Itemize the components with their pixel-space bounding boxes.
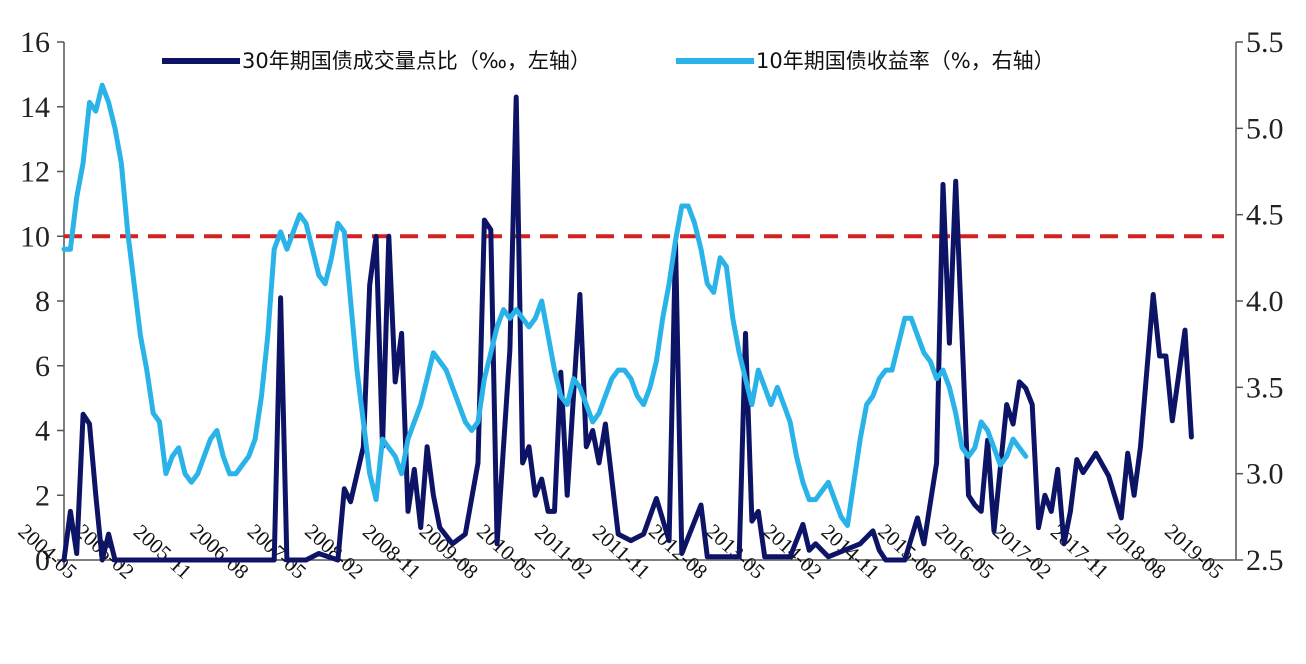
legend-label-volume-ratio: 30年期国债成交量点比（‰，左轴） xyxy=(242,49,591,73)
y-left-tick-label: 0 xyxy=(35,544,50,577)
legend-label-yield: 10年期国债收益率（%，右轴） xyxy=(756,49,1055,73)
x-tick-label: 2019-05 xyxy=(1160,519,1228,584)
y-left-tick-label: 4 xyxy=(35,415,50,448)
y-left-tick-label: 8 xyxy=(35,285,50,318)
y-left-tick-label: 6 xyxy=(35,350,50,383)
y-right-tick-label: 2.5 xyxy=(1246,544,1284,577)
x-tick-label: 2018-08 xyxy=(1103,519,1171,584)
x-tick-label: 2008-02 xyxy=(300,519,368,584)
x-ticks: 2004-052005-022005-112006-082007-052008-… xyxy=(14,519,1229,584)
x-tick-label: 2016-05 xyxy=(931,519,999,584)
x-tick-label: 2011-02 xyxy=(530,520,597,584)
y-left-tick-label: 16 xyxy=(20,26,50,59)
y-right-tick-label: 4.5 xyxy=(1246,199,1284,232)
series-line-yield xyxy=(61,82,1029,528)
y-right-tick-label: 3.5 xyxy=(1246,371,1284,404)
y-right-tick-label: 5.0 xyxy=(1246,112,1284,145)
y-right-tick-label: 5.5 xyxy=(1246,26,1284,59)
x-tick-label: 2005-11 xyxy=(129,520,196,584)
y-right-ticks: 2.5 3.0 3.5 4.0 4.5 5.0 5.5 xyxy=(1236,26,1284,577)
x-tick-label: 2009-08 xyxy=(415,519,483,584)
y-right-tick-label: 3.0 xyxy=(1246,458,1284,491)
y-right-tick-label: 4.0 xyxy=(1246,285,1284,318)
x-tick-label: 2006-08 xyxy=(186,519,254,584)
legend: 30年期国债成交量点比（‰，左轴） 10年期国债收益率（%，右轴） xyxy=(162,49,1055,73)
y-left-ticks: 0 2 4 6 8 10 12 14 16 xyxy=(20,26,64,577)
y-left-tick-label: 10 xyxy=(20,220,50,253)
plot-area: 0 2 4 6 8 10 12 14 16 2.5 3.0 3.5 4.0 4.5 5.0 5.5 2004… xyxy=(14,26,1284,584)
series-line-volume-ratio xyxy=(61,94,1194,563)
x-tick-label: 2008-11 xyxy=(358,520,425,584)
y-left-tick-label: 14 xyxy=(20,91,50,124)
x-tick-label: 2017-11 xyxy=(1046,520,1113,584)
x-tick-label: 2017-02 xyxy=(988,519,1056,584)
y-left-tick-label: 12 xyxy=(20,156,50,189)
y-left-tick-label: 2 xyxy=(35,479,50,512)
x-tick-label: 2010-05 xyxy=(472,519,540,584)
